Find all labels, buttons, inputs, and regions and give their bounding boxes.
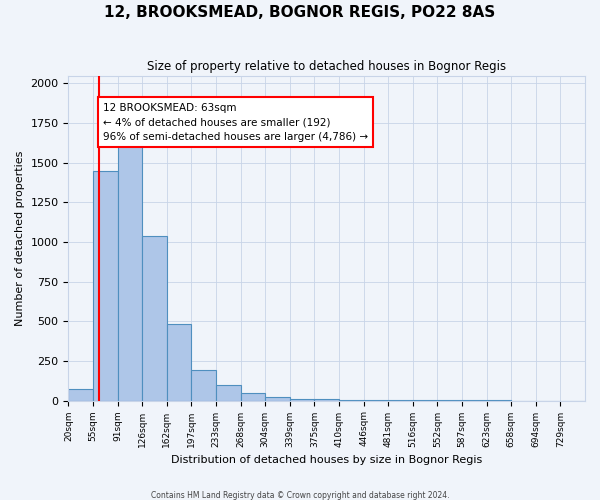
Text: 12 BROOKSMEAD: 63sqm
← 4% of detached houses are smaller (192)
96% of semi-detac: 12 BROOKSMEAD: 63sqm ← 4% of detached ho…	[103, 102, 368, 142]
Bar	[216, 384, 241, 400]
Title: Size of property relative to detached houses in Bognor Regis: Size of property relative to detached ho…	[147, 60, 506, 73]
Bar	[290, 398, 314, 400]
Y-axis label: Number of detached properties: Number of detached properties	[15, 150, 25, 326]
Bar	[191, 370, 216, 400]
Bar	[241, 394, 265, 400]
Bar	[167, 324, 191, 400]
Text: Contains HM Land Registry data © Crown copyright and database right 2024.: Contains HM Land Registry data © Crown c…	[151, 490, 449, 500]
Bar	[93, 170, 118, 400]
Bar	[118, 144, 142, 400]
Bar	[142, 236, 167, 400]
Text: 12, BROOKSMEAD, BOGNOR REGIS, PO22 8AS: 12, BROOKSMEAD, BOGNOR REGIS, PO22 8AS	[104, 5, 496, 20]
Bar	[68, 388, 93, 400]
X-axis label: Distribution of detached houses by size in Bognor Regis: Distribution of detached houses by size …	[171, 455, 482, 465]
Bar	[265, 398, 290, 400]
